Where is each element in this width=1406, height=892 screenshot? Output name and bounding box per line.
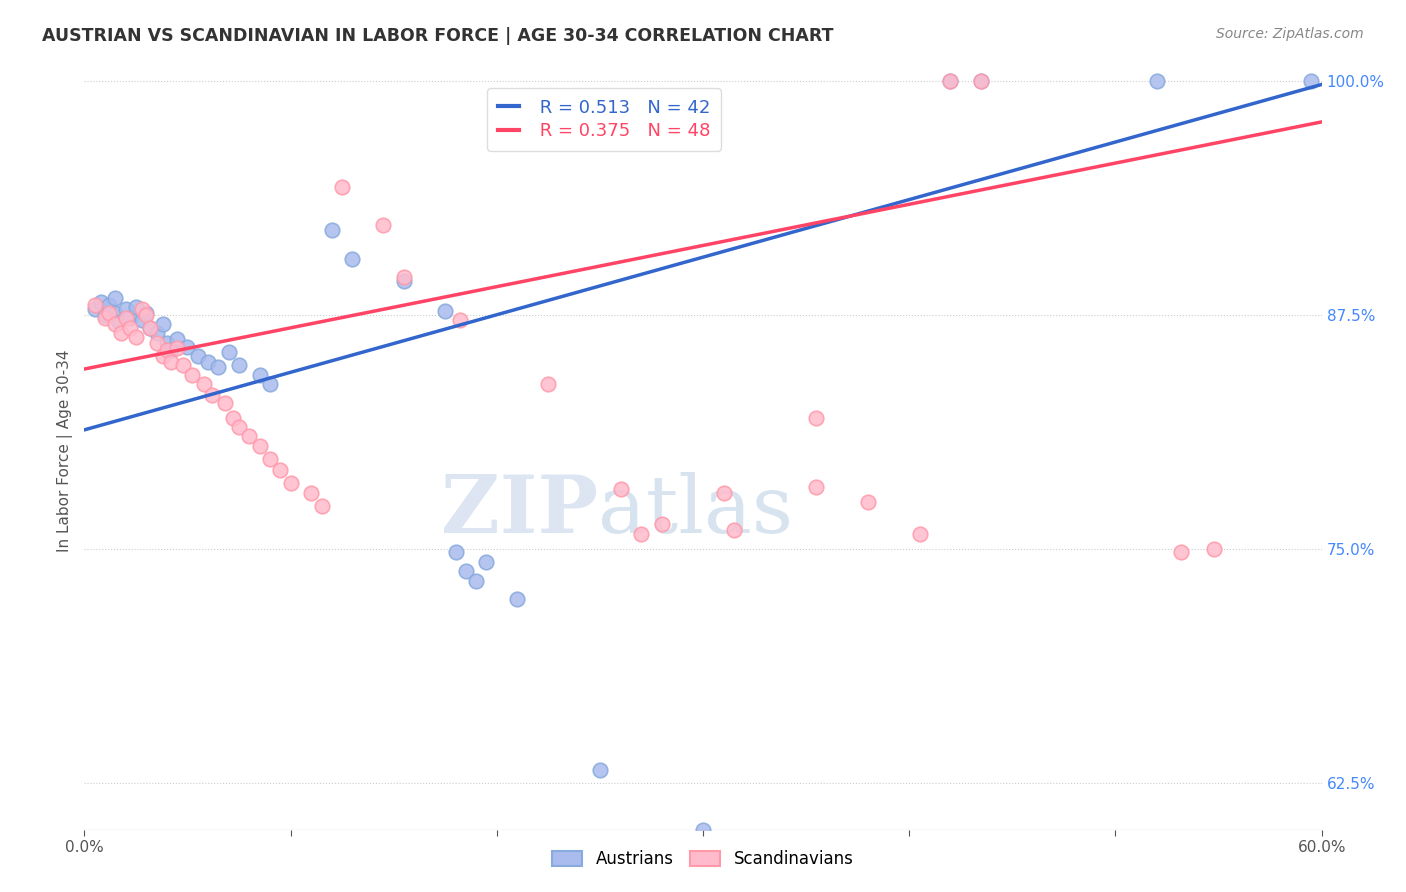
Point <box>330 180 353 194</box>
Point <box>187 349 209 363</box>
Text: Source: ZipAtlas.com: Source: ZipAtlas.com <box>1216 27 1364 41</box>
Point <box>444 545 467 559</box>
Point <box>630 526 652 541</box>
Point <box>434 304 457 318</box>
Text: AUSTRIAN VS SCANDINAVIAN IN LABOR FORCE | AGE 30-34 CORRELATION CHART: AUSTRIAN VS SCANDINAVIAN IN LABOR FORCE … <box>42 27 834 45</box>
Point <box>94 308 117 322</box>
Point <box>299 485 322 500</box>
Point <box>180 368 202 382</box>
Point <box>214 395 236 409</box>
Point <box>145 326 167 341</box>
Point <box>392 270 415 285</box>
Point <box>176 340 198 354</box>
Point <box>342 252 364 266</box>
Point <box>104 317 127 331</box>
Point <box>908 526 931 541</box>
Point <box>449 313 471 327</box>
Point <box>98 306 121 320</box>
Point <box>856 495 879 509</box>
Point <box>152 317 174 331</box>
Point <box>114 302 136 317</box>
Point <box>160 354 183 368</box>
Point <box>249 439 271 453</box>
Point <box>806 410 828 425</box>
Point <box>970 73 993 87</box>
Point <box>145 335 167 350</box>
Point <box>939 73 962 87</box>
Point <box>125 330 148 344</box>
Point <box>207 360 229 375</box>
Point <box>118 321 141 335</box>
Point <box>259 451 281 466</box>
Point <box>228 359 250 373</box>
Point <box>172 359 194 373</box>
Point <box>218 345 240 359</box>
Point <box>118 311 141 326</box>
Point <box>135 306 157 320</box>
Point <box>160 343 183 358</box>
Point <box>311 499 333 513</box>
Point <box>537 376 560 391</box>
Point <box>651 517 673 532</box>
Point <box>671 831 693 846</box>
Point <box>104 306 127 320</box>
Point <box>131 302 153 317</box>
Point <box>321 223 343 237</box>
Point <box>1204 541 1226 556</box>
Point <box>506 592 529 607</box>
Point <box>197 354 219 368</box>
Point <box>114 311 136 326</box>
Point <box>609 482 631 496</box>
Y-axis label: In Labor Force | Age 30-34: In Labor Force | Age 30-34 <box>58 349 73 552</box>
Point <box>156 335 179 350</box>
Point <box>193 376 215 391</box>
Point <box>83 302 105 317</box>
Point <box>465 574 488 588</box>
Point <box>970 73 993 87</box>
Point <box>166 332 188 346</box>
Point <box>94 311 117 326</box>
Point <box>156 343 179 358</box>
Point <box>135 308 157 322</box>
Point <box>83 298 105 312</box>
Point <box>201 388 224 402</box>
Legend: Austrians, Scandinavians: Austrians, Scandinavians <box>546 844 860 875</box>
Point <box>939 73 962 87</box>
Point <box>139 321 162 335</box>
Point <box>373 218 395 232</box>
Legend:  R = 0.513   N = 42,  R = 0.375   N = 48: R = 0.513 N = 42, R = 0.375 N = 48 <box>486 88 721 151</box>
Point <box>1146 73 1168 87</box>
Point <box>723 523 745 537</box>
Point <box>249 368 271 382</box>
Point <box>692 822 714 837</box>
Point <box>1301 73 1323 87</box>
Point <box>131 313 153 327</box>
Point <box>110 326 132 341</box>
Point <box>90 294 112 309</box>
Point <box>392 274 415 288</box>
Point <box>713 485 735 500</box>
Text: atlas: atlas <box>598 472 793 550</box>
Point <box>98 298 121 312</box>
Point <box>228 420 250 434</box>
Point <box>166 342 188 356</box>
Point <box>139 321 162 335</box>
Point <box>280 476 302 491</box>
Point <box>454 564 477 578</box>
Point <box>269 463 291 477</box>
Point <box>475 555 498 569</box>
Point <box>108 315 131 329</box>
Point <box>259 376 281 391</box>
Point <box>152 349 174 363</box>
Point <box>238 429 260 443</box>
Point <box>1170 545 1192 559</box>
Point <box>806 480 828 494</box>
Text: ZIP: ZIP <box>441 472 598 550</box>
Point <box>589 763 612 777</box>
Point <box>222 410 245 425</box>
Point <box>125 300 148 314</box>
Point <box>104 291 127 305</box>
